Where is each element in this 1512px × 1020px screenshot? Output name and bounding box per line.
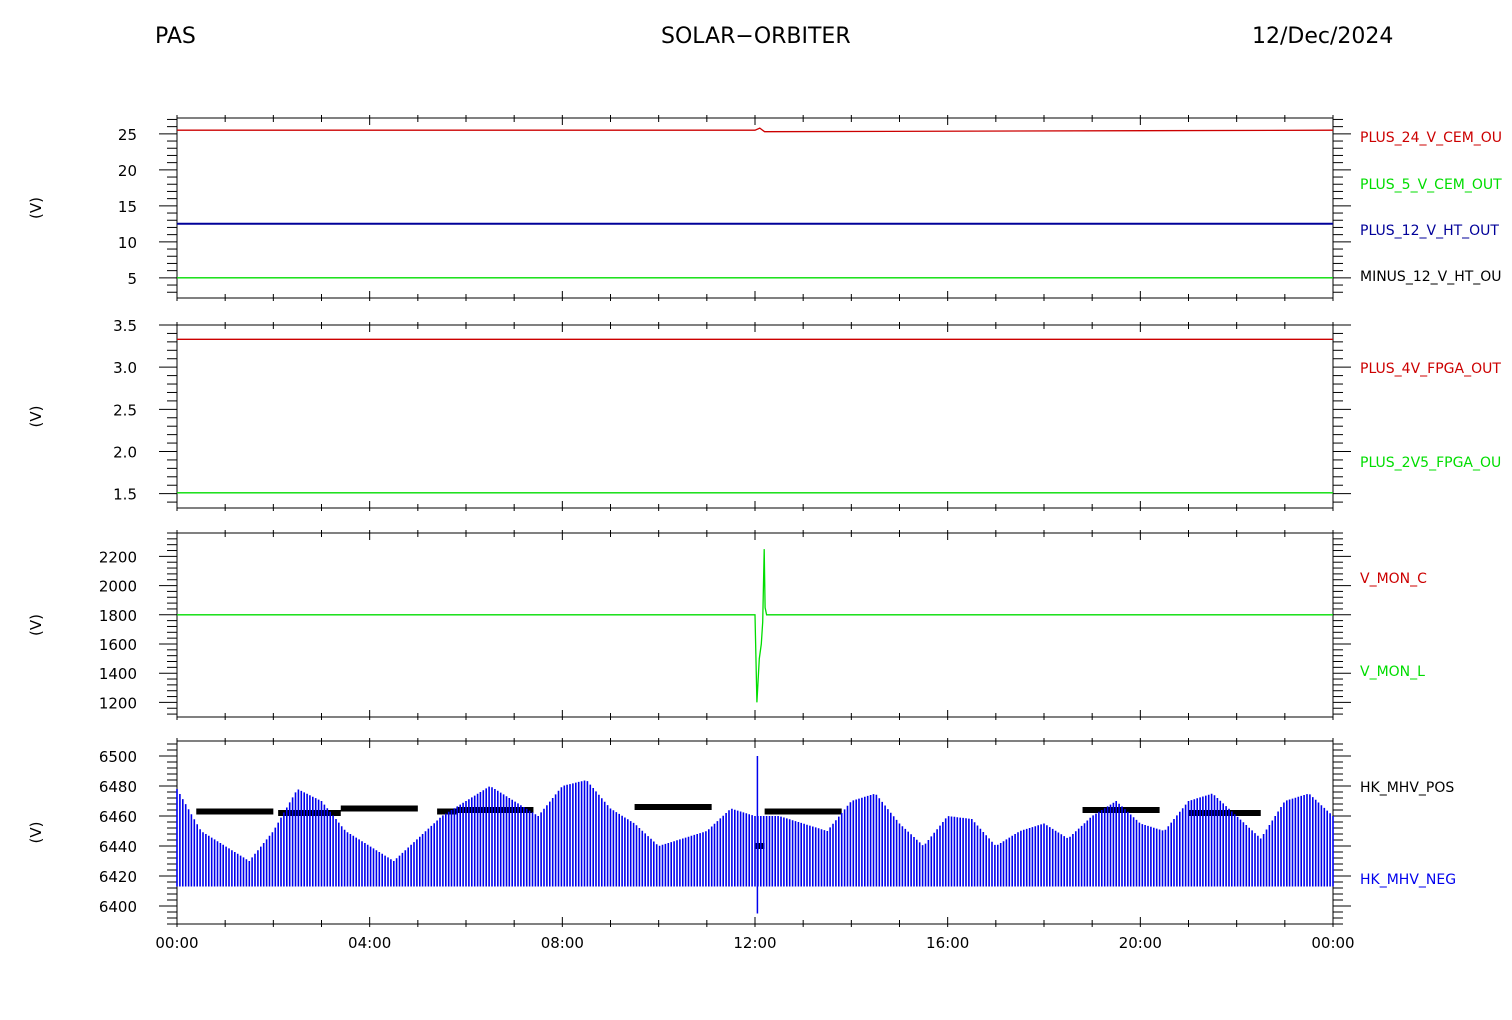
y-tick-label: 5 [127, 270, 137, 288]
y-axis-label: (V) [27, 406, 45, 428]
y-axis-label: (V) [27, 822, 45, 844]
y-tick-label: 1800 [99, 607, 137, 625]
x-tick-label: 16:00 [926, 934, 969, 952]
legend-PLUS_4V_FPGA_OUT: PLUS_4V_FPGA_OUT [1360, 361, 1501, 377]
x-tick-label: 08:00 [541, 934, 584, 952]
y-tick-label: 1.5 [113, 486, 137, 504]
mission-title: SOLAR−ORBITER [661, 24, 851, 49]
series-HK_MHV_NEG [176, 780, 1334, 887]
x-tick-label: 04:00 [348, 934, 391, 952]
y-tick-label: 15 [118, 198, 137, 216]
y-tick-label: 6440 [99, 838, 137, 856]
y-tick-label: 6500 [99, 748, 137, 766]
y-tick-label: 2000 [99, 578, 137, 596]
y-tick-label: 25 [118, 126, 137, 144]
y-tick-label: 2.5 [113, 401, 137, 419]
panel-2-frame [176, 324, 1334, 509]
legend-PLUS_24_V_CEM_OU: PLUS_24_V_CEM_OU [1360, 130, 1502, 146]
panel-1-frame [176, 117, 1334, 299]
y-tick-label: 1600 [99, 636, 137, 654]
x-tick-label: 00:00 [155, 934, 198, 952]
y-tick-label: 3.0 [113, 359, 137, 377]
date-label: 12/Dec/2024 [1252, 24, 1394, 49]
y-tick-label: 3.5 [113, 317, 137, 335]
y-tick-label: 1400 [99, 665, 137, 683]
y-axis-label: (V) [27, 197, 45, 219]
y-tick-label: 1200 [99, 694, 137, 712]
legend-HK_MHV_POS: HK_MHV_POS [1360, 780, 1454, 796]
x-tick-label: 12:00 [733, 934, 776, 952]
series-V_MON_L [177, 549, 1333, 703]
instrument-label: PAS [155, 24, 196, 49]
y-tick-label: 2200 [99, 548, 137, 566]
legend-V_MON_C: V_MON_C [1360, 571, 1427, 587]
y-tick-label: 6420 [99, 868, 137, 886]
y-tick-label: 10 [118, 234, 137, 252]
legend-PLUS_2V5_FPGA_OU: PLUS_2V5_FPGA_OU [1360, 455, 1501, 471]
y-tick-label: 2.0 [113, 443, 137, 461]
series-PLUS_24_V_CEM_OU [177, 127, 1334, 133]
x-tick-label: 20:00 [1119, 934, 1162, 952]
y-tick-label: 20 [118, 162, 137, 180]
y-tick-label: 6460 [99, 808, 137, 826]
legend-PLUS_12_V_HT_OUT: PLUS_12_V_HT_OUT [1360, 223, 1499, 239]
y-tick-label: 6480 [99, 778, 137, 796]
y-tick-label: 6400 [99, 898, 137, 916]
legend-MINUS_12_V_HT_OU: MINUS_12_V_HT_OU [1360, 269, 1502, 285]
legend-V_MON_L: V_MON_L [1360, 664, 1425, 680]
legend-PLUS_5_V_CEM_OUT: PLUS_5_V_CEM_OUT [1360, 177, 1502, 193]
legend-HK_MHV_NEG: HK_MHV_NEG [1360, 872, 1456, 888]
y-axis-label: (V) [27, 614, 45, 636]
x-tick-label: 00:00 [1311, 934, 1354, 952]
